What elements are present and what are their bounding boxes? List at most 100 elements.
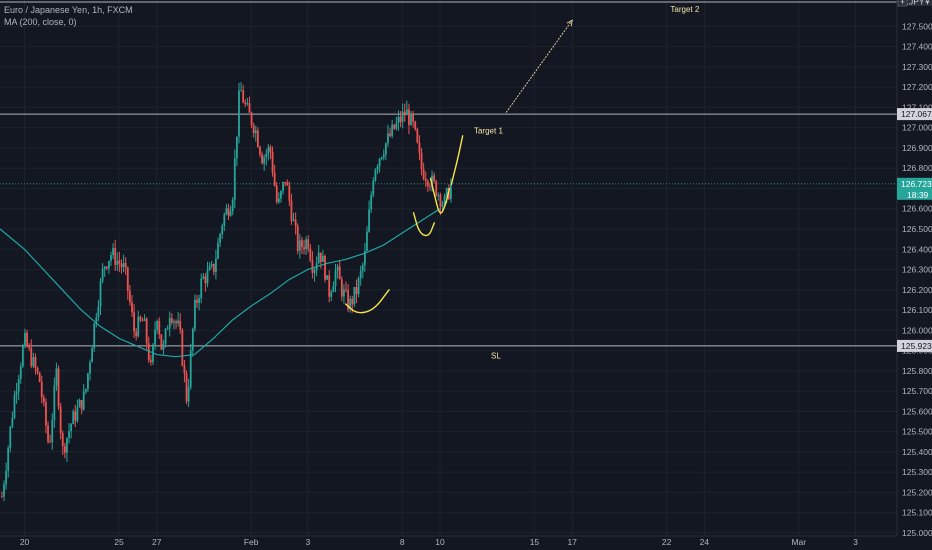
candle-body — [70, 424, 73, 432]
candle-body — [126, 267, 129, 291]
candle-body — [380, 157, 383, 159]
candle-body — [47, 425, 49, 442]
candle-body — [208, 266, 211, 271]
candle-body — [298, 240, 301, 251]
candle-body — [84, 388, 87, 392]
candle-body — [116, 260, 119, 265]
x-tick-label: 17 — [567, 537, 577, 547]
candle-body — [160, 334, 163, 350]
candle-body — [91, 348, 94, 363]
candle-body — [363, 250, 366, 266]
y-tick-label: 125.200 — [902, 487, 932, 497]
lower-curve-1[interactable] — [344, 289, 390, 314]
drawings[interactable] — [344, 19, 573, 314]
x-tick-label: 3 — [853, 537, 858, 547]
candle-body — [139, 316, 142, 321]
candle-body — [66, 438, 68, 453]
level-price-tag — [897, 108, 932, 121]
candle-body — [403, 111, 406, 116]
candle-body — [231, 199, 234, 212]
lower-curve-2[interactable] — [412, 212, 436, 237]
candle-body — [175, 321, 177, 324]
candle-body — [149, 360, 152, 363]
candle-body — [242, 90, 245, 103]
level-price-tag-label: 127.067 — [901, 109, 932, 119]
x-tick-label: 15 — [530, 537, 540, 547]
y-tick-label: 126.600 — [902, 204, 932, 214]
candle-body — [145, 318, 148, 344]
candle-body — [443, 195, 446, 205]
upper-curve[interactable] — [429, 177, 451, 214]
candle-body — [185, 373, 188, 402]
candle-body — [120, 263, 123, 268]
candle-body — [164, 328, 167, 345]
level-price-tag — [897, 339, 932, 352]
candle-body — [420, 152, 423, 170]
candle-body — [372, 180, 375, 196]
candle-body — [368, 209, 370, 232]
candle-body — [384, 143, 387, 155]
time-axis-background — [0, 536, 932, 550]
price-axis[interactable]: 127.500127.400127.300127.200127.100127.0… — [896, 0, 932, 550]
candle-body — [26, 332, 28, 347]
candle-body — [227, 208, 230, 216]
candle-body — [202, 276, 205, 279]
x-tick-label: 10 — [435, 537, 445, 547]
candle-body — [351, 298, 354, 305]
candle-body — [61, 433, 64, 447]
candle-body — [30, 347, 33, 367]
candle-body — [261, 154, 263, 164]
candle-body — [99, 280, 102, 307]
candle-body — [347, 290, 349, 310]
candle-body — [450, 184, 452, 200]
candle-body — [334, 270, 337, 286]
candle-body — [229, 211, 232, 216]
y-tick-label: 127.000 — [902, 123, 932, 133]
annotation-label: Target 2 — [670, 5, 699, 14]
candle-body — [387, 133, 389, 144]
candle-body — [110, 255, 112, 261]
candle-body — [210, 263, 213, 267]
candle-body — [45, 402, 47, 426]
candle-body — [5, 470, 7, 485]
time-axis[interactable]: 20 25 27 Feb 3 8 10 15 17 22 24 Mar 3 — [0, 535, 932, 550]
y-tick-label: 125.500 — [902, 427, 932, 437]
candle-body — [340, 279, 343, 297]
y-tick-label: 126.500 — [902, 224, 932, 234]
candle-body — [63, 446, 66, 453]
candle-body — [336, 266, 339, 271]
y-tick-label: 126.900 — [902, 143, 932, 153]
y-tick-label: 125.400 — [902, 447, 932, 457]
candle-body — [53, 385, 56, 420]
candle-body — [435, 180, 438, 196]
candle-body — [0, 496, 3, 498]
candle-body — [72, 411, 75, 425]
candle-body — [133, 312, 135, 332]
y-tick-label: 127.300 — [902, 62, 932, 72]
candle-body — [221, 225, 224, 235]
candle-body — [82, 391, 85, 410]
candle-body — [196, 299, 198, 303]
candle-body — [223, 214, 226, 226]
candle-body — [34, 357, 37, 368]
candle-body — [11, 417, 14, 427]
candle-body — [36, 367, 39, 373]
candle-body — [238, 90, 240, 137]
target-arrow[interactable] — [505, 20, 573, 113]
candle-body — [248, 103, 251, 113]
projection-curve[interactable] — [450, 135, 464, 186]
add-level-button[interactable] — [897, 0, 908, 7]
candle-body — [55, 368, 58, 386]
candle-body — [128, 290, 131, 303]
candle-body — [59, 406, 62, 434]
candle-body — [441, 204, 444, 207]
candle-body — [433, 175, 436, 181]
target-arrowhead[interactable] — [566, 19, 573, 27]
currency-label: JPY — [909, 0, 925, 7]
candle-body — [183, 365, 186, 374]
x-tick-label: 3 — [305, 537, 310, 547]
candle-body — [254, 130, 257, 134]
